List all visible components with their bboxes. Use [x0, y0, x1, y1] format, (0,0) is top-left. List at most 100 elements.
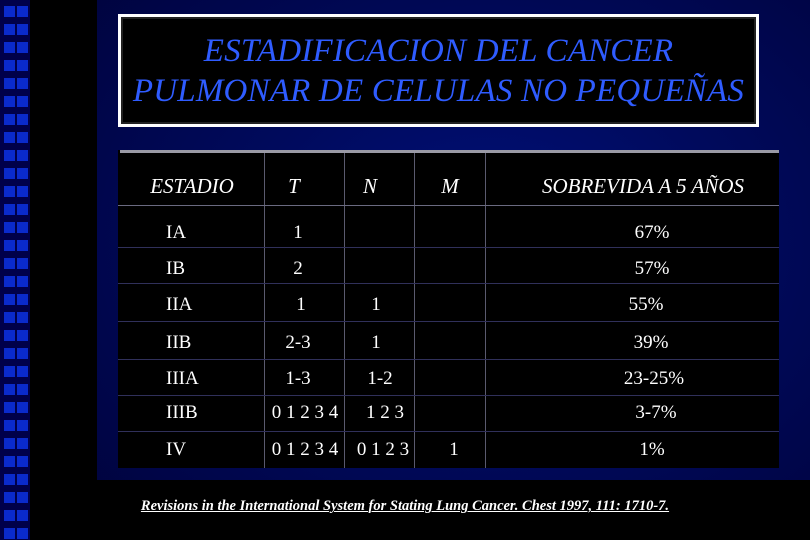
row-iiia-t: 1-3	[285, 368, 311, 389]
row-divider	[118, 359, 779, 360]
row-iiib-survival: 3-7%	[635, 402, 677, 423]
stripe-square	[4, 438, 15, 449]
stripe-square	[17, 60, 28, 71]
col-divider	[344, 153, 345, 468]
stripe-square	[17, 348, 28, 359]
stripe-square	[17, 24, 28, 35]
row-iv-m: 1	[449, 439, 459, 460]
stripe-square	[4, 312, 15, 323]
stripe-square	[17, 330, 28, 341]
stripe-square	[4, 348, 15, 359]
stripe-square	[17, 204, 28, 215]
row-iia-t: 1	[296, 294, 306, 315]
slide-title: ESTADIFICACION DEL CANCER PULMONAR DE CE…	[133, 31, 744, 111]
row-divider	[118, 321, 779, 322]
stripe-square	[4, 204, 15, 215]
col-divider	[485, 153, 486, 468]
row-ia-t: 1	[293, 222, 303, 243]
bottom-strip	[97, 480, 810, 540]
stripe-square	[4, 114, 15, 125]
header-top-rule	[120, 150, 779, 153]
stripe-square	[17, 186, 28, 197]
stripe-square	[17, 420, 28, 431]
stripe-square	[17, 258, 28, 269]
stripe-square	[17, 222, 28, 233]
row-iia-n: 1	[371, 294, 381, 315]
stripe-square	[17, 168, 28, 179]
row-ib-estadio: IB	[166, 258, 185, 279]
stripe-square	[17, 96, 28, 107]
stripe-square	[17, 528, 28, 539]
stripe-square	[17, 510, 28, 521]
stripe-square	[4, 240, 15, 251]
row-ia-survival: 67%	[634, 222, 670, 243]
row-iia-estadio: IIA	[166, 294, 193, 315]
stripe-square	[17, 402, 28, 413]
row-iiia-n: 1-2	[367, 368, 393, 389]
stripe-square	[4, 132, 15, 143]
row-iib-survival: 39%	[633, 332, 669, 353]
stripe-square	[17, 312, 28, 323]
stripe-square	[17, 456, 28, 467]
header-m: M	[441, 174, 459, 198]
row-ib-survival: 57%	[634, 258, 670, 279]
stripe-square	[4, 258, 15, 269]
stripe-square	[17, 240, 28, 251]
stripe-square	[17, 42, 28, 53]
stripe-square	[17, 78, 28, 89]
stripe-square	[4, 294, 15, 305]
title-box: ESTADIFICACION DEL CANCER PULMONAR DE CE…	[118, 14, 759, 127]
stripe-square	[17, 366, 28, 377]
stripe-square	[4, 222, 15, 233]
stripe-square	[4, 42, 15, 53]
row-iib-n: 1	[371, 332, 381, 353]
stripe-square	[4, 150, 15, 161]
row-divider	[118, 283, 779, 284]
stripe-square	[4, 420, 15, 431]
staging-table: ESTADIO T N M SOBREVIDA A 5 AÑOS IA 1 67…	[118, 150, 779, 468]
stripe-square	[17, 114, 28, 125]
stripe-square	[4, 528, 15, 539]
stripe-square	[4, 78, 15, 89]
col-divider	[414, 153, 415, 468]
stripe-square	[4, 168, 15, 179]
row-iia-survival: 55%	[628, 294, 664, 315]
stripe-square	[17, 294, 28, 305]
header-t: T	[288, 174, 300, 198]
stripe-square	[4, 474, 15, 485]
stripe-square	[17, 438, 28, 449]
stripe-square	[4, 492, 15, 503]
decorative-stripe	[0, 0, 30, 540]
stripe-square	[17, 492, 28, 503]
row-iv-n: 0 1 2 3	[356, 439, 410, 460]
stripe-square	[4, 60, 15, 71]
stripe-square	[4, 456, 15, 467]
col-divider	[264, 153, 265, 468]
row-iiib-t: 0 1 2 3 4	[271, 402, 339, 423]
row-iiib-n: 1 2 3	[366, 402, 404, 423]
row-ib-t: 2	[293, 258, 303, 279]
stripe-square	[4, 24, 15, 35]
stripe-square	[4, 330, 15, 341]
table-panel	[118, 150, 779, 468]
stripe-square	[4, 276, 15, 287]
stripe-square	[4, 366, 15, 377]
row-iiib-estadio: IIIB	[166, 402, 198, 423]
stripe-square	[4, 96, 15, 107]
title-line-2: PULMONAR DE CELULAS NO PEQUEÑAS	[132, 72, 745, 109]
stripe-square	[4, 186, 15, 197]
row-iv-survival: 1%	[639, 439, 665, 460]
stripe-square	[17, 150, 28, 161]
stripe-square	[17, 474, 28, 485]
stripe-square	[4, 402, 15, 413]
header-survival: SOBREVIDA A 5 AÑOS	[541, 174, 745, 198]
stripe-square	[4, 6, 15, 17]
row-iiia-survival: 23-25%	[623, 368, 685, 389]
row-divider	[118, 247, 779, 248]
stripe-square	[4, 384, 15, 395]
row-divider	[118, 431, 779, 432]
row-divider	[118, 395, 779, 396]
header-n: N	[362, 174, 378, 198]
stripe-square	[17, 6, 28, 17]
header-bottom-rule	[118, 205, 779, 206]
